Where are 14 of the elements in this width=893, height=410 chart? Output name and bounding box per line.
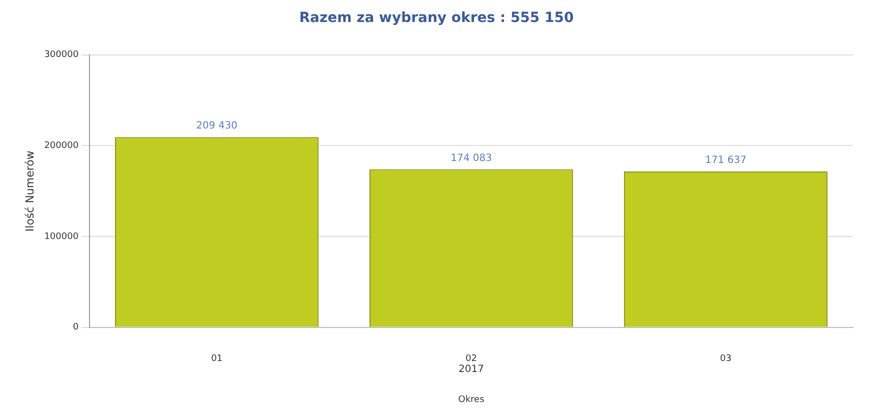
y-tick-label: 300000	[44, 50, 79, 60]
y-tick-label: 0	[72, 322, 79, 333]
y-axis-title: Ilość Numerów	[23, 150, 36, 232]
data-label: 174 083	[450, 152, 492, 164]
y-tick-label: 200000	[44, 141, 79, 152]
data-label: 209 430	[196, 120, 238, 132]
text: 2017	[458, 364, 484, 375]
x-tick-label: 03	[720, 354, 732, 364]
chart-title: Razem za wybrany okres : 555 150	[299, 10, 574, 26]
x-tick-label: 01	[211, 354, 223, 364]
data-label: 171 637	[705, 155, 746, 166]
y-tick-label: 100000	[44, 232, 79, 242]
x-axis-title: Okres	[458, 394, 485, 405]
x-tick-label: 02	[466, 354, 478, 364]
